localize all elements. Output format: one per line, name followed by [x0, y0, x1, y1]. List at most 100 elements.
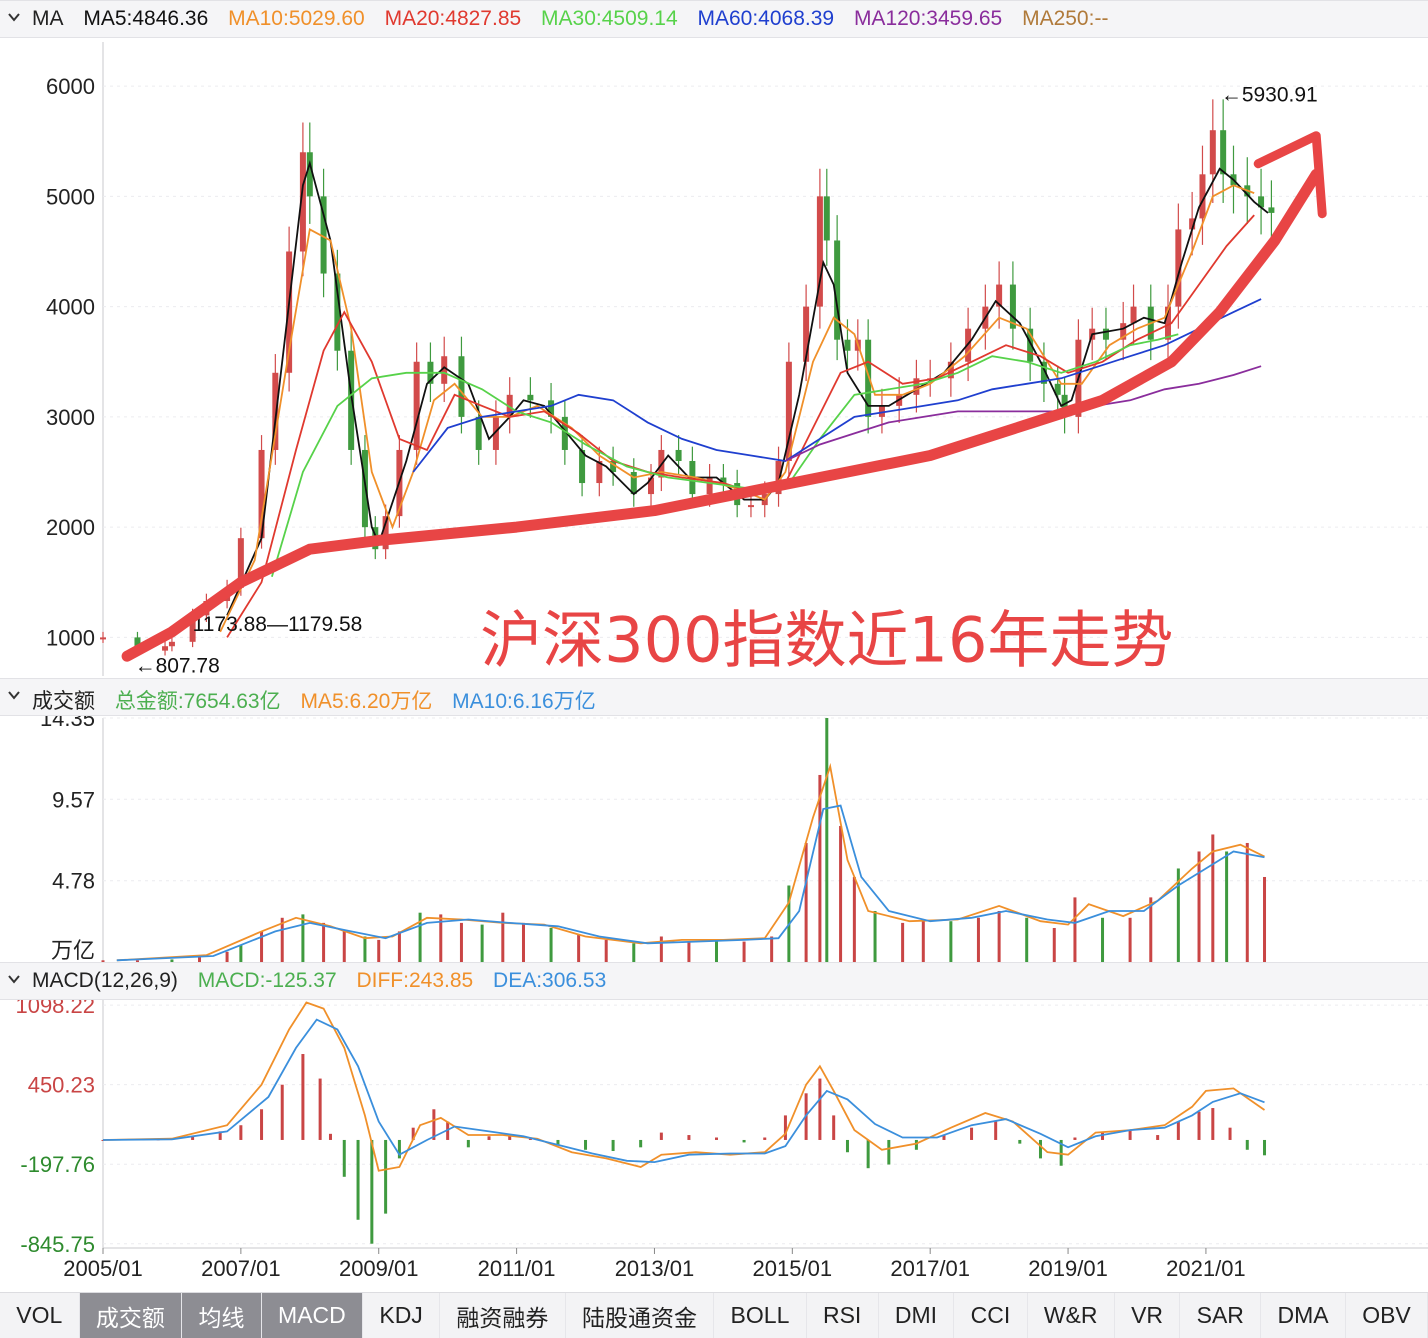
candle-body [720, 477, 727, 484]
volume-bar [1225, 851, 1229, 962]
price-panel: 6000 5000 4000 3000 2000 1000 ←5930.91 ←807.78 1… [46, 42, 1428, 678]
tab-sar[interactable]: SAR [1180, 1293, 1262, 1338]
macd-bar [260, 1109, 264, 1140]
macd-bar [887, 1139, 891, 1165]
macd-bar [397, 1139, 401, 1159]
ma-legend-bar: MA MA5:4846.36 MA10:5029.60 MA20:4827.85… [0, 0, 1428, 38]
candle-body [1009, 284, 1016, 329]
chevron-down-icon[interactable] [8, 11, 20, 23]
macd-bar [301, 1054, 305, 1140]
macd-bar [528, 1138, 532, 1140]
x-tick-label: 2021/01 [1166, 1256, 1246, 1281]
tab-obv[interactable]: OBV [1346, 1293, 1428, 1338]
indicator-tab-bar: VOL 成交额 均线 MACD KDJ 融资融券 陆股通资金 BOLL RSI … [0, 1292, 1428, 1338]
trend-stroke [121, 168, 1322, 662]
candle-body [675, 449, 682, 461]
tab-vol[interactable]: VOL [0, 1293, 80, 1338]
candle-body [458, 356, 465, 417]
volume-bar [1073, 897, 1077, 962]
macd-bar [715, 1137, 718, 1140]
tab-rsi[interactable]: RSI [807, 1293, 879, 1338]
candle-body [1027, 328, 1034, 362]
macd-bar [1228, 1127, 1232, 1140]
volume-bar [997, 910, 1001, 962]
candle-body [1199, 174, 1206, 219]
tab-boll[interactable]: BOLL [714, 1293, 807, 1338]
chevron-down-icon[interactable] [8, 689, 20, 701]
candle-body [610, 460, 617, 473]
ma-legend-item: MA120:3459.65 [853, 7, 1003, 30]
tab-dma[interactable]: DMA [1261, 1293, 1346, 1338]
volume-bar [818, 774, 822, 962]
macd-legend-item: MACD:-125.37 [197, 969, 337, 992]
volume-bar [377, 939, 381, 962]
candle-body [747, 505, 754, 508]
macd-bar [328, 1133, 332, 1140]
macd-bar [1245, 1139, 1249, 1150]
candle-body [1268, 207, 1275, 213]
volume-bar [1149, 897, 1153, 962]
macd-bar [1263, 1139, 1267, 1156]
macd-bar [280, 1084, 284, 1140]
candle-body [548, 400, 555, 417]
macd-line [102, 1018, 1265, 1164]
macd-bar [584, 1139, 588, 1150]
candle-body [844, 339, 851, 351]
candle-body [630, 472, 637, 495]
tab-moving-average[interactable]: 均线 [182, 1293, 262, 1338]
y-tick-label: 1000 [46, 625, 95, 650]
volume-bar [825, 718, 829, 962]
volume-bar [1025, 917, 1029, 962]
volume-bar [135, 960, 139, 962]
candle-body [823, 196, 830, 241]
tab-kdj[interactable]: KDJ [363, 1293, 441, 1338]
volume-legend-title[interactable]: 成交额 [32, 690, 95, 713]
candle-body [947, 361, 954, 379]
volume-bar [198, 956, 202, 962]
ma-legend-row: MA MA5:4846.36 MA10:5029.60 MA20:4827.85… [32, 7, 1122, 31]
x-tick-label: 2019/01 [1028, 1256, 1108, 1281]
macd-legend-title[interactable]: MACD(12,26,9) [32, 969, 178, 992]
macd-bar [832, 1115, 836, 1140]
volume-bar [280, 917, 284, 962]
macd-bar [1059, 1139, 1063, 1166]
tab-wr[interactable]: W&R [1028, 1293, 1115, 1338]
candle-body [527, 394, 534, 401]
ma-legend-title[interactable]: MA [32, 7, 64, 30]
volume-bar [852, 876, 856, 962]
ma-line [226, 214, 1255, 638]
ma-legend-item: MA30:4509.14 [541, 7, 678, 30]
macd-bar [687, 1135, 691, 1140]
tab-dmi[interactable]: DMI [879, 1293, 955, 1338]
tab-northbound-funds[interactable]: 陆股通资金 [566, 1293, 715, 1338]
arrow-head-stroke [1253, 131, 1327, 219]
volume-bar [873, 910, 877, 962]
tab-turnover[interactable]: 成交额 [79, 1293, 183, 1338]
volume-bar [949, 921, 953, 962]
macd-bar [508, 1135, 512, 1140]
tab-cci[interactable]: CCI [954, 1293, 1028, 1338]
volume-ma-line [116, 762, 1265, 962]
candle-body [1040, 361, 1047, 384]
candle-body [596, 460, 603, 484]
chevron-down-icon[interactable] [8, 973, 20, 985]
x-tick-label: 2005/01 [63, 1256, 143, 1281]
macd-bar [487, 1136, 491, 1140]
volume-bar [480, 924, 484, 962]
candle-body [834, 240, 841, 340]
volume-bar [1128, 917, 1132, 962]
candle-body [1120, 323, 1127, 340]
tab-vr[interactable]: VR [1115, 1293, 1181, 1338]
macd-bar [994, 1121, 998, 1140]
y-tick-label: 5000 [46, 184, 95, 209]
tab-margin-trading[interactable]: 融资融券 [440, 1293, 566, 1338]
volume-legend-item: MA5:6.20万亿 [300, 690, 433, 713]
candle-body [1258, 196, 1265, 208]
candle-body [785, 361, 792, 461]
volume-bar [418, 912, 422, 962]
macd-bar [866, 1139, 870, 1169]
tab-macd[interactable]: MACD [261, 1293, 364, 1338]
volume-legend-item: 总金额:7654.63亿 [114, 690, 281, 713]
volume-bar [439, 914, 443, 962]
